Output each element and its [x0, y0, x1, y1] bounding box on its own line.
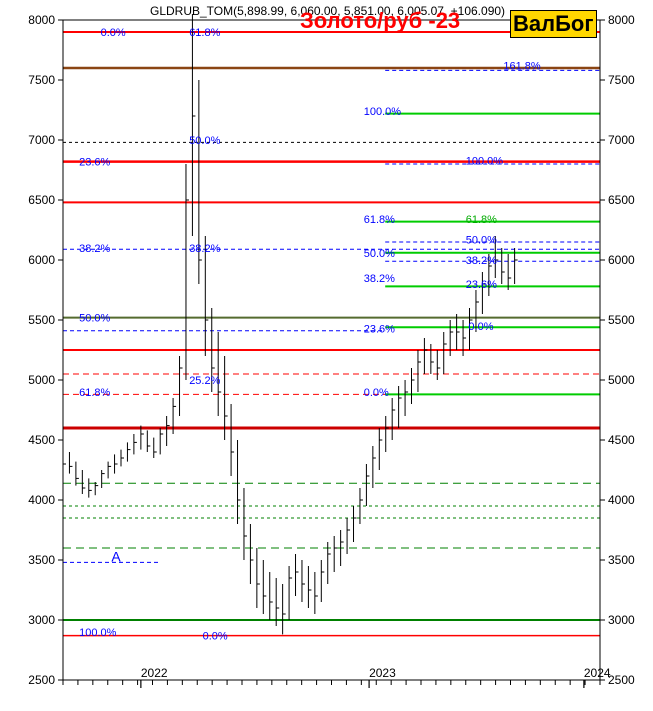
chart-corner-label: ВалБог	[510, 10, 597, 38]
fib-label: 50.0%	[364, 248, 395, 260]
fib-label: 0.0%	[468, 321, 493, 333]
svg-text:2024: 2024	[584, 666, 611, 680]
fib-label: 50.0%	[189, 135, 220, 147]
svg-text:7500: 7500	[28, 73, 55, 87]
fib-label: 61.8%	[79, 387, 110, 399]
fib-label: 38.2%	[189, 243, 220, 255]
fib-label: 38.2%	[466, 255, 497, 267]
svg-text:4500: 4500	[608, 433, 635, 447]
fib-label: 25.2%	[189, 375, 220, 387]
svg-text:8000: 8000	[28, 13, 55, 27]
svg-text:2500: 2500	[608, 673, 635, 687]
fib-label: 38.2%	[79, 243, 110, 255]
svg-text:3000: 3000	[28, 613, 55, 627]
fib-label: 161.8%	[503, 61, 541, 73]
fib-label: 100.0%	[364, 106, 402, 118]
fib-label: 50.0%	[466, 235, 497, 247]
fib-label: 0.0%	[101, 27, 126, 39]
svg-text:7000: 7000	[608, 133, 635, 147]
svg-text:6000: 6000	[608, 253, 635, 267]
svg-text:7500: 7500	[608, 73, 635, 87]
svg-text:6500: 6500	[28, 193, 55, 207]
fib-label: 61.8%	[364, 214, 395, 226]
fib-label: 100.0%	[466, 155, 504, 167]
svg-text:4000: 4000	[608, 493, 635, 507]
fib-label: 23.6%	[79, 157, 110, 169]
svg-text:5000: 5000	[28, 373, 55, 387]
svg-text:8000: 8000	[608, 13, 635, 27]
fib-label: A	[111, 549, 121, 565]
svg-text:6500: 6500	[608, 193, 635, 207]
fib-label: 0.0%	[364, 387, 389, 399]
fib-label: 100.0%	[79, 627, 117, 639]
svg-text:7000: 7000	[28, 133, 55, 147]
fib-label: 0.0%	[203, 631, 228, 643]
svg-text:5500: 5500	[28, 313, 55, 327]
svg-text:3000: 3000	[608, 613, 635, 627]
svg-text:5500: 5500	[608, 313, 635, 327]
svg-text:4500: 4500	[28, 433, 55, 447]
fib-label: 50.0%	[79, 313, 110, 325]
svg-text:3500: 3500	[28, 553, 55, 567]
svg-text:5000: 5000	[608, 373, 635, 387]
fib-label: 61.8%	[189, 27, 220, 39]
chart-title: Золото/руб -23	[300, 8, 460, 34]
fib-label: 23.6%	[364, 323, 395, 335]
svg-text:2500: 2500	[28, 673, 55, 687]
fib-label: 61.8%	[466, 214, 497, 226]
svg-text:6000: 6000	[28, 253, 55, 267]
fib-label: 38.2%	[364, 273, 395, 285]
price-chart: 2500 2500 3000 3000 3500 3500 4000 4000 4500 4500…	[0, 0, 653, 711]
svg-text:2023: 2023	[369, 666, 396, 680]
svg-text:3500: 3500	[608, 553, 635, 567]
svg-text:4000: 4000	[28, 493, 55, 507]
fib-label: 23.6%	[466, 279, 497, 291]
svg-text:2022: 2022	[141, 666, 168, 680]
